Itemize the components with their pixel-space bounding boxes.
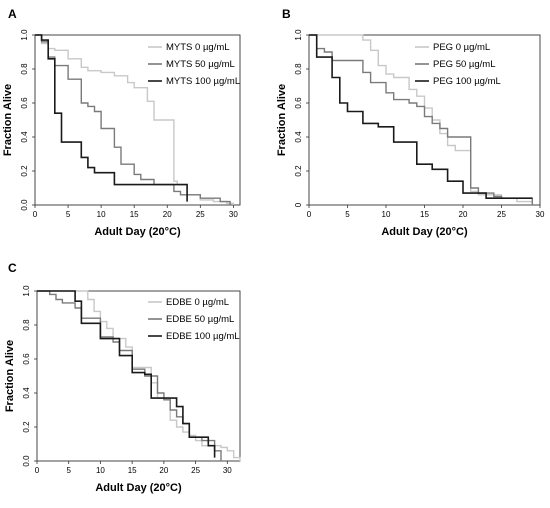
series-line-3: [35, 34, 188, 202]
y-axis-title: Fraction Alive: [4, 340, 16, 412]
x-tick-label: 20: [163, 210, 172, 219]
y-tick-label: 0.2: [22, 421, 31, 433]
legend-label: EDBE 50 µg/mL: [166, 314, 234, 325]
y-tick-label: 0.8: [294, 63, 303, 75]
x-axis-title: Adult Day (20°C): [94, 226, 181, 238]
y-tick-label: 0.2: [294, 165, 303, 177]
x-axis-title: Adult Day (20°C): [381, 226, 468, 238]
y-axis-title: Fraction Alive: [276, 84, 288, 156]
y-tick-label: 0.4: [294, 131, 303, 143]
legend-label: PEG 0 µg/mL: [433, 42, 490, 53]
plot-frame: [36, 290, 241, 462]
x-tick-label: 25: [196, 210, 205, 219]
legend-label: PEG 100 µg/mL: [433, 76, 501, 87]
legend-label: MYTS 50 µg/mL: [166, 59, 235, 70]
y-tick-label: 1.0: [22, 285, 31, 297]
y-tick-label: 0.6: [20, 97, 29, 109]
x-tick-label: 10: [382, 210, 391, 219]
legend-label: MYTS 100 µg/mL: [166, 76, 240, 87]
x-tick-label: 5: [345, 210, 350, 219]
x-tick-label: 5: [66, 466, 71, 475]
x-tick-label: 5: [66, 210, 71, 219]
x-tick-label: 20: [159, 466, 168, 475]
x-tick-label: 15: [420, 210, 429, 219]
legend-label: EDBE 0 µg/mL: [166, 297, 229, 308]
y-tick-label: 1.0: [20, 29, 29, 41]
panel-b: B 0 5 10 15 20 25 30 0 0.2 0.4 0.6 0.8 1.0 Adult Day (…: [276, 7, 545, 238]
panel-letter: C: [8, 261, 17, 275]
y-tick-label: 0.8: [20, 63, 29, 75]
x-tick-label: 15: [130, 210, 139, 219]
y-tick-label: 1.0: [294, 29, 303, 41]
series-line-3: [37, 290, 216, 458]
y-axis-title: Fraction Alive: [2, 84, 14, 156]
x-tick-label: 0: [35, 466, 40, 475]
x-tick-label: 10: [96, 466, 105, 475]
x-axis-title: Adult Day (20°C): [95, 482, 182, 494]
y-tick-label: 0.4: [20, 131, 29, 143]
y-tick-label: 0.6: [22, 353, 31, 365]
x-tick-label: 25: [191, 466, 200, 475]
x-tick-label: 20: [459, 210, 468, 219]
y-tick-label: 0.0: [20, 199, 29, 211]
y-tick-label: 0.4: [22, 387, 31, 399]
series-line-3: [309, 34, 533, 199]
series-line-2: [309, 34, 533, 205]
y-tick-label: 0.6: [294, 97, 303, 109]
x-tick-label: 25: [497, 210, 506, 219]
y-tick-label: 0.2: [20, 165, 29, 177]
y-tick-label: 0.8: [22, 319, 31, 331]
x-tick-label: 30: [229, 210, 238, 219]
plot-frame: [34, 34, 241, 206]
y-tick-label: 0.0: [22, 455, 31, 467]
legend: EDBE 0 µg/mL EDBE 50 µg/mL EDBE 100 µg/mL: [148, 297, 240, 342]
panel-letter: A: [8, 7, 17, 21]
x-tick-label: 10: [97, 210, 106, 219]
legend-label: PEG 50 µg/mL: [433, 59, 496, 70]
x-tick-label: 15: [128, 466, 137, 475]
legend: PEG 0 µg/mL PEG 50 µg/mL PEG 100 µg/mL: [415, 42, 501, 87]
x-tick-label: 0: [33, 210, 38, 219]
y-tick-label: 0: [294, 202, 303, 207]
panel-a: A 0 5 10 15 20 25 30 0.0 0.2 0.4 0.6 0.8 1.0 Adult Day…: [2, 7, 241, 238]
x-tick-label: 30: [536, 210, 545, 219]
legend-label: EDBE 100 µg/mL: [166, 331, 240, 342]
panel-letter: B: [282, 7, 291, 21]
x-tick-label: 30: [223, 466, 232, 475]
legend: MYTS 0 µg/mL MYTS 50 µg/mL MYTS 100 µg/mL: [148, 42, 240, 87]
legend-label: MYTS 0 µg/mL: [166, 42, 230, 53]
panel-c: C 0 5 10 15 20 25 30 0.0 0.2 0.4 0.6 0.8 1.0 Adult Day…: [4, 261, 241, 494]
x-tick-label: 0: [307, 210, 312, 219]
